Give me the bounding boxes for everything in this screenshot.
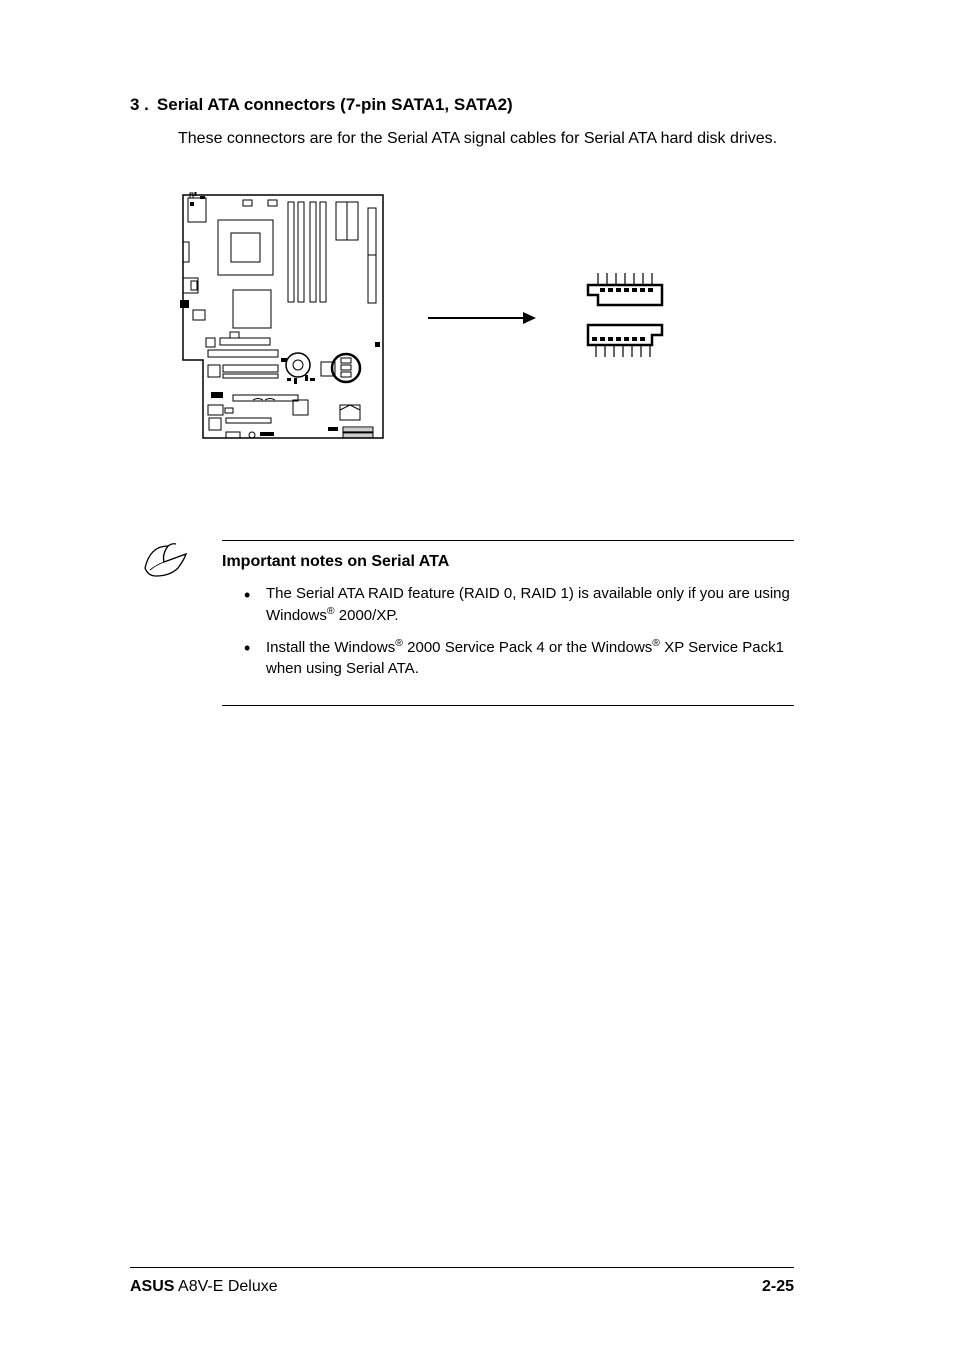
registered-symbol: ® [652, 637, 660, 649]
note-list: The Serial ATA RAID feature (RAID 0, RAI… [222, 583, 794, 679]
diagram-area [178, 190, 794, 450]
note-item: Install the Windows® 2000 Service Pack 4… [244, 636, 794, 679]
motherboard-diagram [178, 190, 388, 450]
note-item-text: Install the Windows [266, 639, 395, 656]
registered-symbol: ® [327, 605, 335, 617]
note-section: Important notes on Serial ATA The Serial… [130, 540, 794, 706]
note-title: Important notes on Serial ATA [222, 553, 794, 571]
section-heading: 3 . Serial ATA connectors (7-pin SATA1, … [130, 95, 794, 115]
note-content: Important notes on Serial ATA The Serial… [222, 540, 794, 706]
footer-page: 2-25 [762, 1278, 794, 1296]
footer-product: A8V-E Deluxe [178, 1278, 278, 1295]
diagram-arrow [428, 308, 538, 333]
registered-symbol: ® [395, 637, 403, 649]
section-body: These connectors are for the Serial ATA … [178, 127, 794, 150]
note-item: The Serial ATA RAID feature (RAID 0, RAI… [244, 583, 794, 626]
section-number: 3 . [130, 95, 149, 115]
note-item-text: 2000 Service Pack 4 or the Windows [403, 639, 652, 656]
note-item-text: 2000/XP. [335, 607, 399, 624]
footer-brand: ASUS [130, 1278, 174, 1295]
connector-detail [578, 263, 698, 378]
section-title: Serial ATA connectors (7-pin SATA1, SATA… [157, 95, 513, 115]
footer-left: ASUS A8V-E Deluxe [130, 1278, 278, 1296]
note-icon [142, 540, 192, 580]
page-footer: ASUS A8V-E Deluxe 2-25 [130, 1267, 794, 1296]
